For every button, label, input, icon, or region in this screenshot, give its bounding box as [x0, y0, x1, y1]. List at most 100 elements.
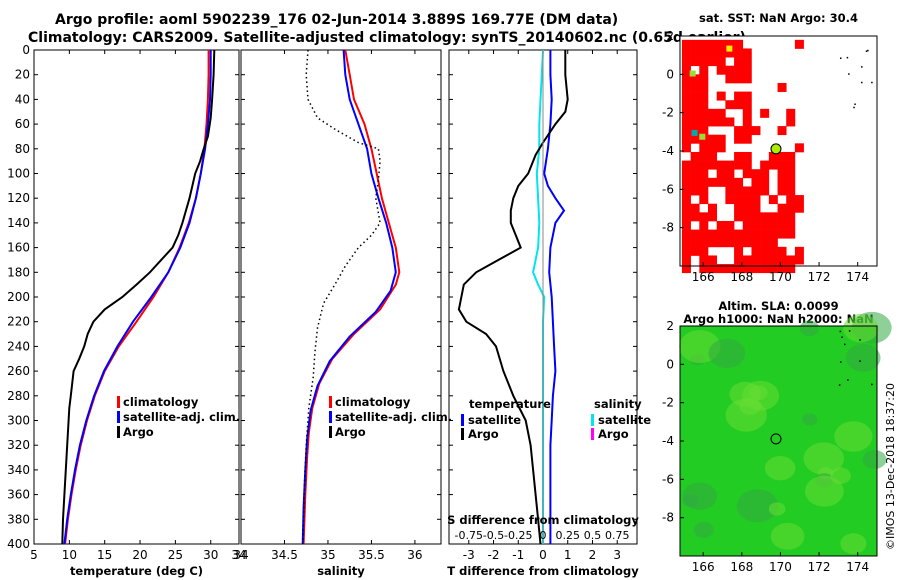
x-tick-label: 20 — [132, 548, 147, 562]
legend-swatch — [591, 428, 594, 440]
sst-cell — [768, 220, 778, 230]
y-tick-label: 40 — [15, 92, 30, 106]
sst-cell — [716, 229, 726, 239]
y-tick-label: 0 — [22, 43, 30, 57]
legend-swatch — [461, 414, 464, 426]
sst-cell — [742, 151, 752, 161]
sst-cell — [786, 151, 796, 161]
sst-cell — [699, 82, 709, 92]
sst-cell — [681, 212, 691, 222]
sla-blob — [768, 502, 786, 516]
legend-label: satellite — [468, 413, 521, 427]
sst-cell — [681, 108, 691, 118]
sst-cell — [725, 169, 735, 179]
sst-cell — [768, 151, 778, 161]
sst-cell — [699, 151, 709, 161]
legend-swatch — [329, 411, 332, 423]
map-title: Altim. SLA: 0.0099 — [718, 299, 838, 313]
series-line-argo — [61, 49, 216, 545]
sst-cell — [725, 229, 735, 239]
sst-cell — [725, 65, 735, 75]
sst-cell — [760, 246, 770, 256]
x-tick-label: 170 — [769, 560, 792, 574]
sla-blob — [693, 521, 714, 538]
sst-cell — [708, 212, 718, 222]
sst-cell — [786, 229, 796, 239]
sst-cell — [751, 203, 761, 213]
sst-cell — [786, 108, 796, 118]
sst-cell — [768, 255, 778, 265]
sst-cell — [690, 160, 700, 170]
sst-cell — [699, 133, 706, 140]
sst-cell — [708, 117, 718, 127]
sst-cell — [690, 82, 700, 92]
y-tick-label: -4 — [662, 434, 674, 448]
sst-cell — [699, 195, 709, 205]
map-title: Argo h1000: NaN h2000: NaN — [683, 312, 873, 326]
sst-cell — [716, 117, 726, 127]
sst-cell — [742, 255, 752, 265]
sst-cell — [794, 255, 804, 265]
coast-dot — [847, 379, 849, 381]
sst-cell — [751, 255, 761, 265]
sst-cell — [681, 117, 691, 127]
sst-cell — [742, 57, 752, 67]
sst-cell — [760, 212, 770, 222]
sst-cell — [681, 203, 691, 213]
sst-cell — [786, 264, 796, 274]
sst-cell — [742, 238, 752, 248]
x-tick-label: 5 — [30, 548, 38, 562]
sst-cell — [760, 160, 770, 170]
sst-cell — [699, 212, 709, 222]
y-tick-label: 80 — [15, 142, 30, 156]
sla-blob — [736, 489, 779, 523]
sla-blob — [682, 494, 699, 508]
y-tick-label: 400 — [7, 537, 30, 551]
x-tick-label: -2 — [488, 548, 500, 562]
sst-cell — [751, 220, 761, 230]
sst-cell — [690, 151, 700, 161]
sst-cell — [742, 229, 752, 239]
sst-cell — [681, 238, 691, 248]
title-line-2: Climatology: CARS2009. Satellite-adjuste… — [28, 30, 746, 46]
plot-frame — [240, 49, 442, 545]
y-tick-label: 300 — [7, 414, 30, 428]
legend-label: Argo — [123, 425, 154, 439]
coast-dot — [838, 384, 841, 386]
sla-blob — [799, 320, 820, 337]
sst-cell — [794, 203, 804, 213]
sst-cell — [786, 177, 796, 187]
sst-cell — [716, 57, 726, 67]
sst-cell — [699, 255, 709, 265]
coast-dot — [839, 57, 842, 60]
sla-blob — [803, 442, 844, 475]
sst-cell — [777, 220, 787, 230]
sst-cell — [699, 48, 709, 58]
y-tick-label: 360 — [7, 488, 30, 502]
y-tick-label: 240 — [7, 339, 30, 353]
sst-cell — [725, 195, 735, 205]
sst-cell — [742, 160, 752, 170]
sst-cell — [690, 169, 700, 179]
series-line-climatology — [302, 49, 401, 545]
sst-cell — [691, 129, 698, 136]
coast-dot — [861, 81, 863, 84]
sst-cell — [794, 143, 804, 153]
sst-cell — [734, 177, 744, 187]
legend-swatch — [591, 414, 594, 426]
sla-blob — [845, 343, 881, 372]
sst-cell — [777, 82, 787, 92]
y-tick-label: -8 — [662, 511, 674, 525]
sst-cell — [690, 177, 700, 187]
sst-cell — [777, 203, 787, 213]
sst-cell — [777, 246, 787, 256]
sst-cell — [742, 186, 752, 196]
y-tick-label: 0 — [666, 357, 674, 371]
x-axis-label: salinity — [317, 564, 365, 578]
sst-cell — [777, 160, 787, 170]
sst-cell — [708, 160, 718, 170]
sst-cell — [690, 48, 700, 58]
legend-swatch — [117, 396, 120, 408]
sst-cell — [725, 160, 735, 170]
sst-cell — [699, 238, 709, 248]
